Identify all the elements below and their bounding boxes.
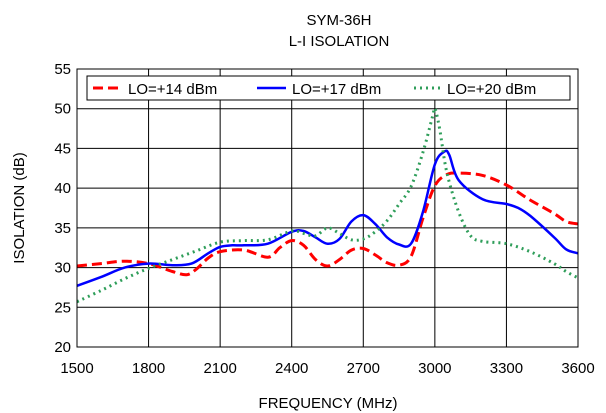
y-tick-label: 40 [54, 180, 71, 197]
y-tick-label: 35 [54, 220, 71, 237]
legend-label-lo14: LO=+14 dBm [128, 81, 217, 98]
x-tick-label: 2700 [347, 360, 380, 377]
series-line-lo17 [76, 149, 579, 287]
series-lines [76, 106, 579, 304]
x-tick-label: 2400 [275, 360, 308, 377]
x-tick-label: 3600 [561, 360, 594, 377]
tick-labels: 1500 1800 2100 2400 2700 3000 3300 3600 20 25 30 35… [54, 61, 594, 377]
y-tick-label: 30 [54, 260, 71, 277]
legend-label-lo17: LO=+17 dBm [292, 81, 381, 98]
chart-subtitle: L-I ISOLATION [289, 33, 390, 50]
x-axis-title: FREQUENCY (MHz) [259, 395, 398, 412]
y-tick-label: 45 [54, 140, 71, 157]
y-tick-label: 20 [54, 339, 71, 356]
legend-box [86, 75, 571, 101]
gridlines [76, 68, 579, 348]
x-tick-label: 1500 [60, 360, 93, 377]
y-axis-title: ISOLATION (dB) [11, 152, 28, 263]
y-tick-label: 25 [54, 299, 71, 316]
series-line-lo20 [76, 106, 579, 304]
x-tick-label: 3300 [490, 360, 523, 377]
legend: LO=+14 dBm LO=+17 dBm LO=+20 dBm [86, 75, 571, 101]
series-line-lo14 [76, 171, 579, 277]
y-tick-label: 50 [54, 101, 71, 118]
y-tick-label: 55 [54, 61, 71, 78]
x-tick-label: 3000 [418, 360, 451, 377]
chart-title: SYM-36H [306, 12, 371, 29]
x-tick-label: 1800 [132, 360, 165, 377]
x-tick-label: 2100 [203, 360, 236, 377]
plot-frame [76, 68, 579, 348]
legend-label-lo20: LO=+20 dBm [447, 81, 536, 98]
